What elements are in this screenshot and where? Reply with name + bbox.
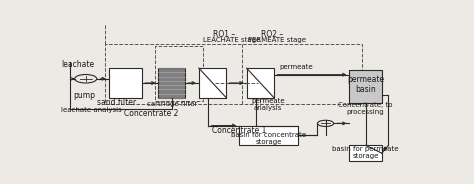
Text: pump: pump [73,91,95,100]
Text: RO2 –: RO2 – [261,30,283,39]
Text: basin for concentrate
storage: basin for concentrate storage [231,132,306,145]
Bar [109,68,142,98]
Bar [158,68,185,98]
Bar [349,70,382,103]
Text: LEACHATE stage: LEACHATE stage [202,38,260,43]
Text: basin for permeate
storage: basin for permeate storage [332,146,399,159]
Text: leachate analysis: leachate analysis [61,107,122,113]
Text: Concentrate 2: Concentrate 2 [124,109,178,118]
Bar [349,145,382,161]
Text: permeate
analysis: permeate analysis [251,98,285,112]
Text: Concentrate, to
processing: Concentrate, to processing [338,102,393,115]
Text: PERMEATE stage: PERMEATE stage [248,38,306,43]
Bar [199,68,227,98]
Bar [246,68,274,98]
Bar [239,125,298,145]
Text: permeate: permeate [280,64,313,70]
Text: cartridge filter: cartridge filter [146,101,197,107]
Text: sand filter: sand filter [97,98,136,107]
Text: leachate: leachate [61,60,94,69]
Text: permeate
basin: permeate basin [347,75,384,94]
Bar [155,46,202,101]
Text: RO1 –: RO1 – [213,30,235,39]
Bar [105,44,362,104]
Text: Concentrate 1: Concentrate 1 [212,126,266,135]
